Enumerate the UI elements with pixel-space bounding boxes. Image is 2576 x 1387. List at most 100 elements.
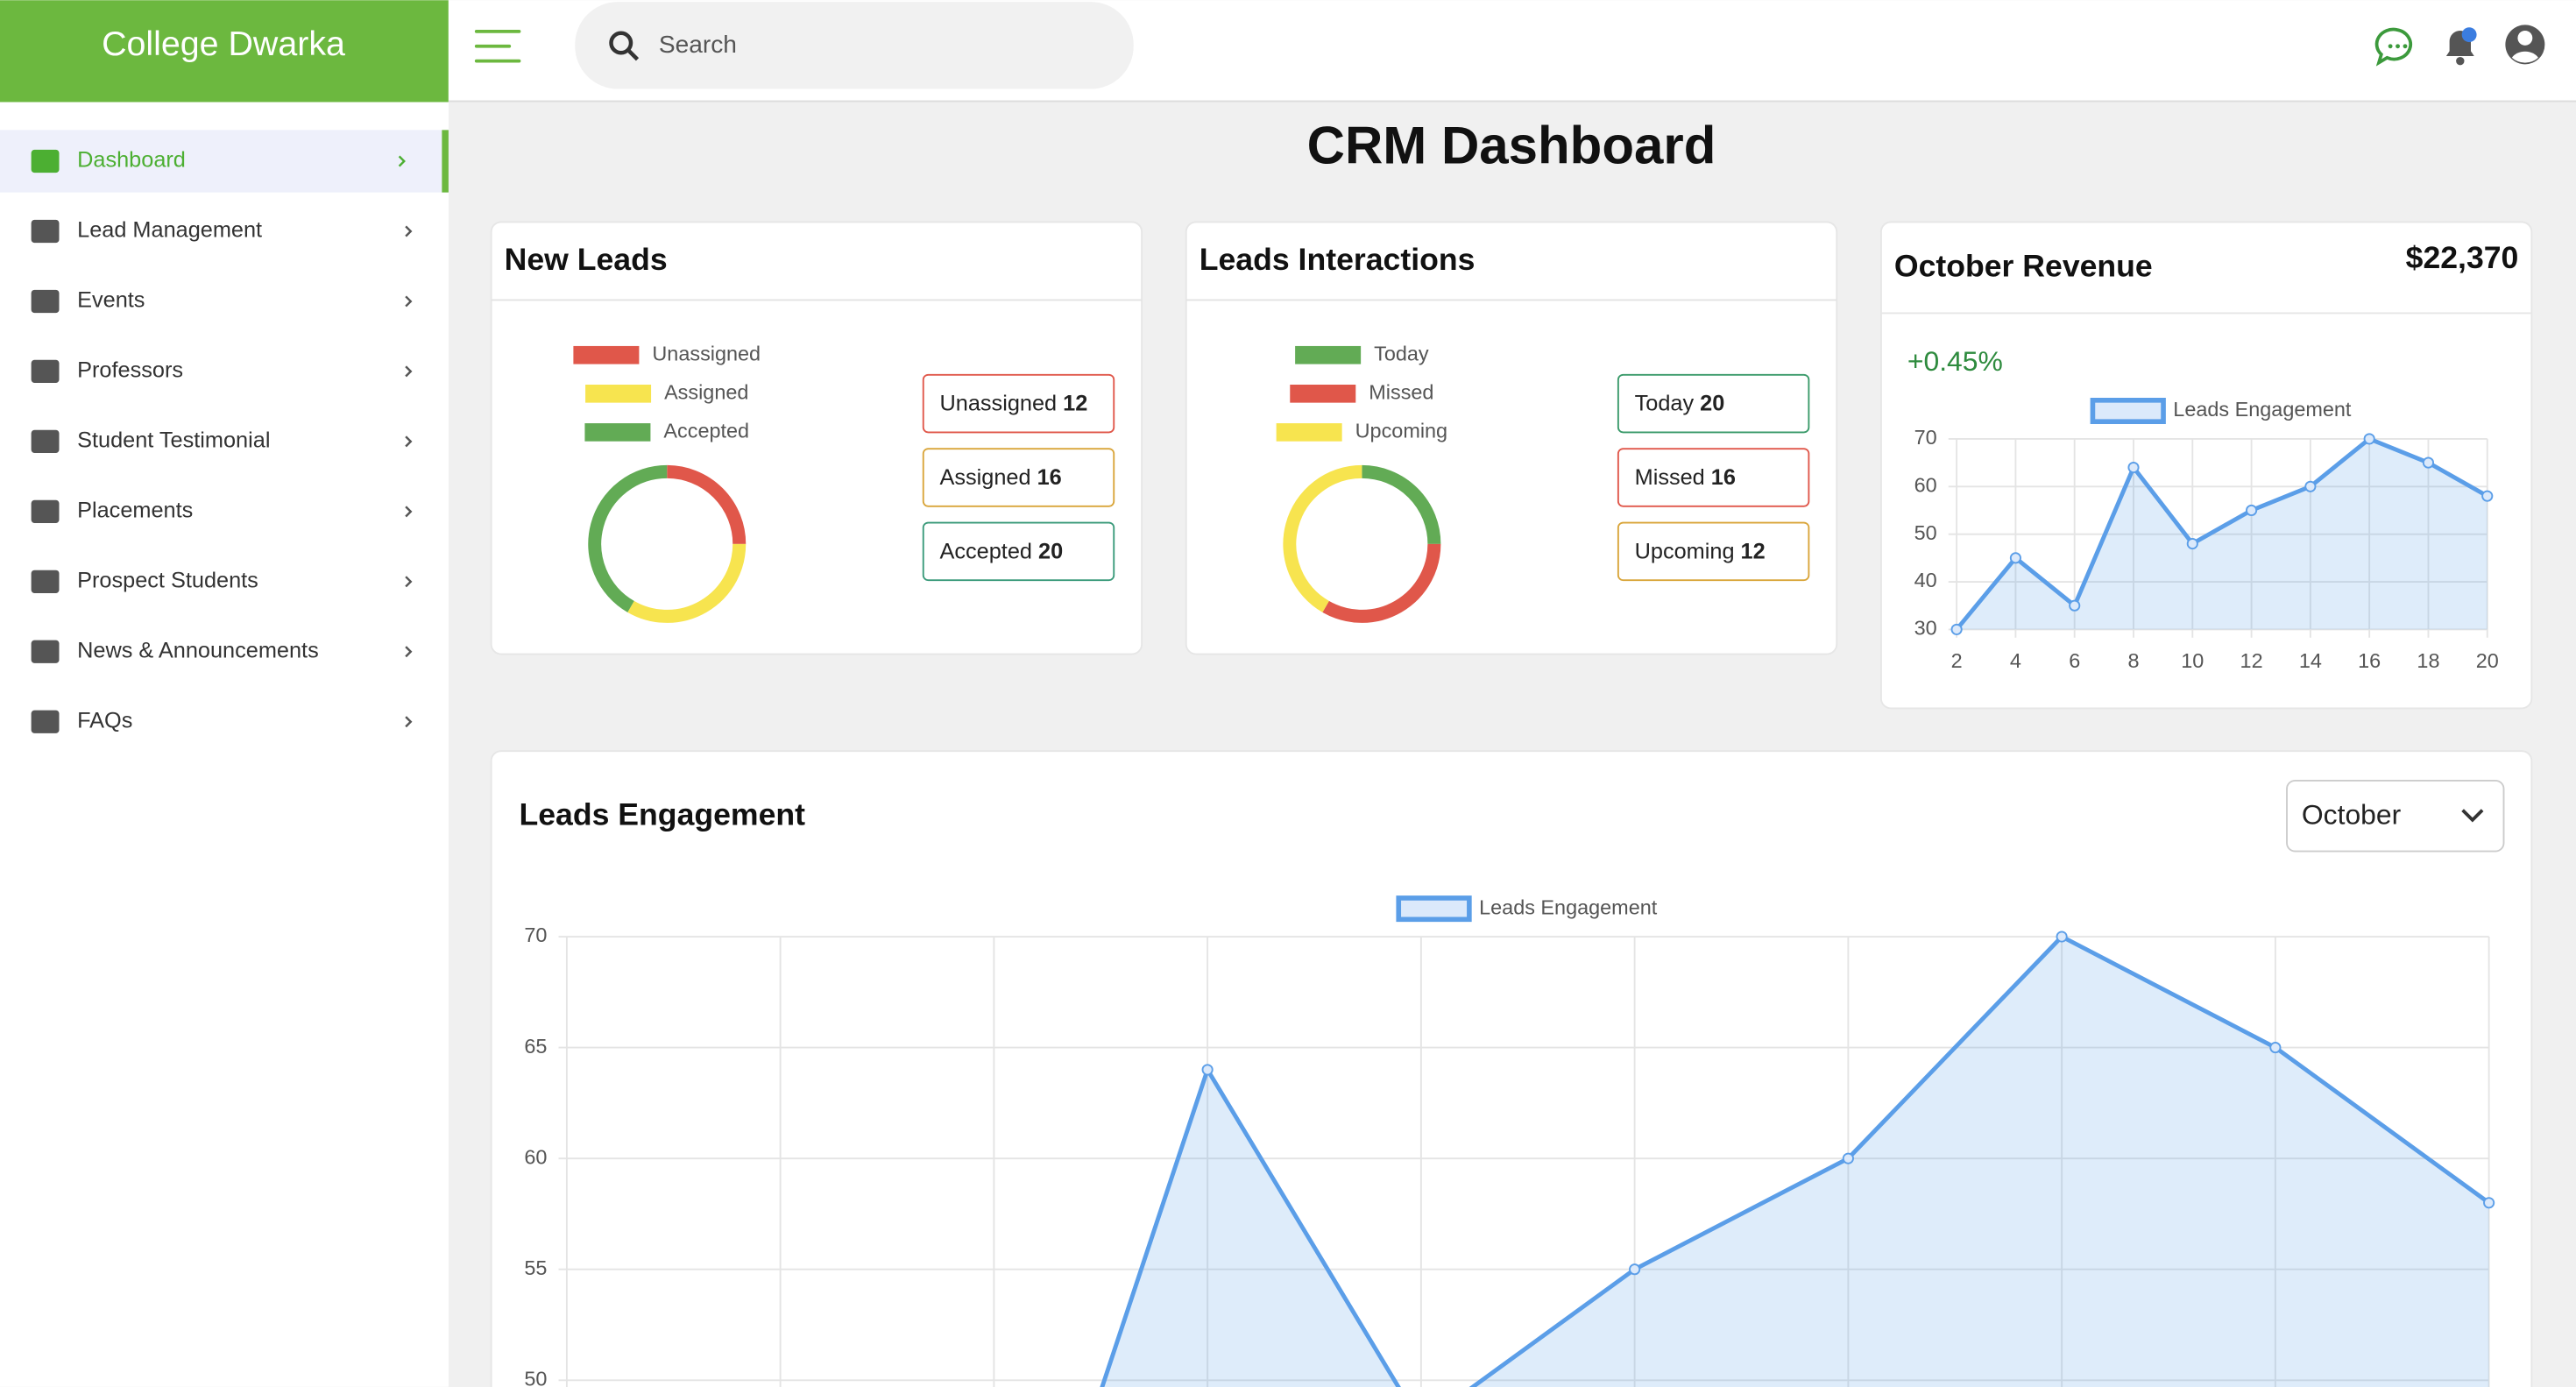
legend-swatch (1276, 423, 1342, 442)
point (1201, 1064, 1214, 1076)
menu-item[interactable]: Placements (77, 499, 193, 523)
summary-box (1617, 448, 1810, 507)
summary-text: Today 20 (1635, 391, 1725, 415)
point (2483, 1197, 2495, 1209)
menu-item[interactable]: Events (77, 288, 145, 313)
area (1101, 937, 2489, 1387)
menu-icon (31, 710, 60, 733)
engagement-card: Leads Engagement October (490, 750, 2533, 1387)
summary-count: 20 (1038, 539, 1063, 563)
chevron (405, 716, 413, 728)
point (2186, 537, 2198, 550)
donut-segment (1322, 543, 1441, 623)
sidebar (0, 0, 449, 1387)
legend-label: Assigned (664, 381, 748, 404)
donut-segment (667, 464, 747, 545)
summary-count: 20 (1700, 391, 1724, 415)
menu-item[interactable]: Lead Management (77, 218, 262, 243)
point (2127, 461, 2140, 474)
point (2363, 433, 2375, 445)
summary-label: Today (1635, 391, 1695, 415)
card-title: Leads Interactions (1200, 242, 1476, 277)
revenue-amount: $22,370 (2406, 240, 2519, 275)
legend-label: Upcoming (1355, 420, 1447, 442)
chevron (405, 576, 413, 588)
menu-item[interactable]: Dashboard (77, 148, 186, 173)
search-icon (609, 31, 640, 61)
summary-label: Unassigned (940, 391, 1058, 415)
active-item-bg (0, 130, 449, 193)
month-select-value[interactable]: October (2302, 799, 2402, 831)
donut-segment (1362, 464, 1441, 545)
summary-text: Unassigned 12 (940, 391, 1088, 415)
menu-item[interactable]: Professors (77, 358, 183, 383)
point (1950, 623, 1963, 635)
point (2009, 552, 2021, 564)
revenue-change: +0.45% (1907, 345, 2003, 377)
summary-text: Missed 16 (1635, 465, 1736, 490)
legend-swatch (573, 345, 640, 364)
summary-box (922, 448, 1115, 507)
point (2069, 599, 2081, 612)
donut-segment (1283, 464, 1362, 612)
y-tick-label: 70 (1914, 426, 1937, 449)
chat-icon[interactable] (2374, 27, 2412, 67)
summary-label: Missed (1635, 465, 1705, 490)
point (2056, 931, 2068, 943)
legend-swatch (1290, 385, 1356, 403)
y-tick-label: 40 (1914, 569, 1937, 591)
chevron (398, 155, 406, 167)
point (2246, 504, 2258, 516)
search-box[interactable] (575, 2, 1134, 89)
menu-item[interactable]: News & Announcements (77, 638, 319, 662)
y-tick-label: 60 (524, 1145, 547, 1168)
x-tick-label: 2 (1951, 649, 1963, 672)
x-tick-label: 20 (2476, 649, 2499, 672)
summary-box (922, 521, 1115, 582)
summary-box (1617, 373, 1810, 434)
brand[interactable]: College Dwarka (102, 25, 345, 63)
x-tick-label: 12 (2240, 649, 2263, 672)
x-tick-label: 14 (2299, 649, 2322, 672)
menu-icon (31, 429, 60, 453)
legend-label: Leads Engagement (1479, 895, 1658, 918)
summary-box (1617, 521, 1810, 582)
summary-label: Upcoming (1635, 539, 1735, 563)
y-tick-label: 70 (524, 923, 547, 946)
point (2481, 490, 2494, 502)
y-tick-label: 65 (524, 1035, 547, 1058)
x-tick-label: 6 (2069, 649, 2080, 672)
menu-item[interactable]: FAQs (77, 708, 132, 732)
point (2269, 1042, 2282, 1054)
legend-swatch (2090, 398, 2166, 424)
menu-toggle[interactable] (474, 29, 521, 63)
menu-icon (31, 640, 60, 663)
menu-icon (31, 359, 60, 384)
line (1100, 933, 2491, 1387)
y-tick-label: 30 (1914, 617, 1937, 640)
brand-bar (0, 0, 449, 103)
menu-item[interactable]: Student Testimonial (77, 428, 270, 453)
summary-text: Upcoming 12 (1635, 539, 1766, 563)
active-indicator (442, 130, 449, 193)
summary-label: Assigned (940, 465, 1031, 490)
legend-label: Leads Engagement (2173, 398, 2352, 421)
x-tick-label: 4 (2010, 649, 2021, 672)
legend-label: Missed (1369, 381, 1433, 404)
menu-icon (31, 499, 60, 523)
search-placeholder[interactable]: Search (659, 31, 737, 58)
summary-count: 12 (1063, 391, 1087, 415)
menu-item[interactable]: Prospect Students (77, 569, 258, 593)
month-select[interactable] (2286, 779, 2505, 853)
select-arrow (2461, 809, 2484, 823)
summary-text: Assigned 16 (940, 465, 1062, 490)
notification-icon[interactable] (2445, 27, 2477, 66)
profile-icon[interactable] (2505, 25, 2545, 65)
summary-count: 16 (1037, 465, 1062, 490)
legend-swatch (1295, 345, 1362, 364)
card-title: New Leads (505, 242, 668, 277)
menu-icon (31, 149, 60, 173)
summary-count: 12 (1741, 539, 1766, 563)
y-tick-label: 50 (1914, 521, 1937, 544)
